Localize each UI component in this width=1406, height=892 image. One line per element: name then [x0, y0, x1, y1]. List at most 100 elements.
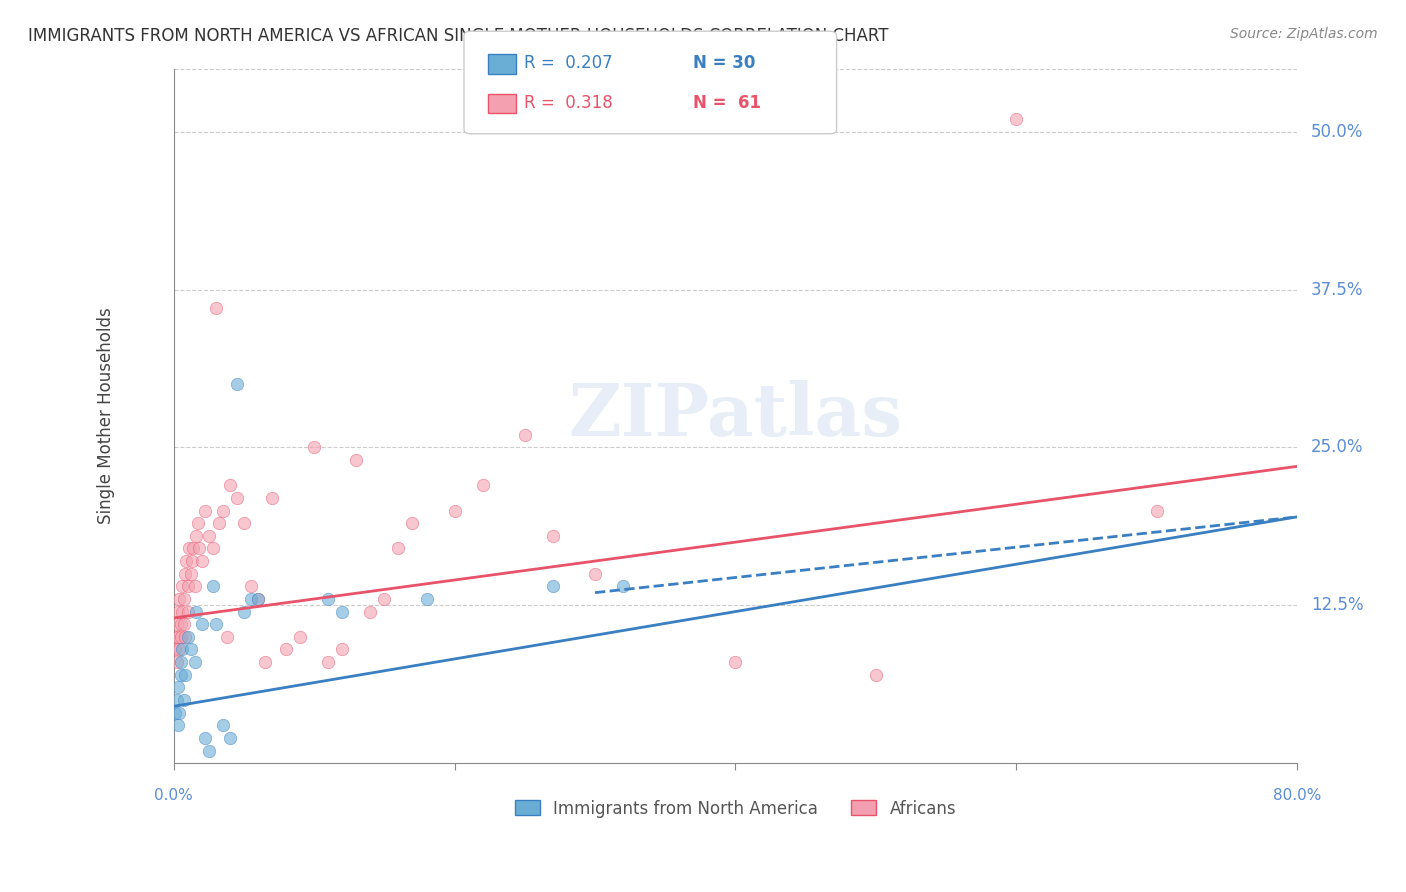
Point [865, 667, 887, 681]
Point [513, 427, 536, 442]
Point [176, 554, 198, 568]
Point [316, 655, 339, 669]
Point [541, 529, 564, 543]
Point [183, 541, 205, 556]
Point [166, 617, 188, 632]
Point [167, 630, 190, 644]
Point [166, 655, 188, 669]
Point [1146, 503, 1168, 517]
Point [177, 605, 200, 619]
Point [205, 301, 228, 316]
Text: N = 30: N = 30 [693, 54, 755, 72]
Point [415, 591, 437, 606]
Point [172, 579, 194, 593]
Text: 0.0%: 0.0% [155, 789, 193, 803]
Point [212, 503, 235, 517]
Point [240, 579, 263, 593]
Point [198, 529, 221, 543]
Point [172, 605, 194, 619]
Point [233, 605, 256, 619]
Point [173, 591, 195, 606]
Point [173, 617, 195, 632]
Point [174, 566, 197, 581]
Point [443, 503, 465, 517]
Point [359, 605, 381, 619]
Point [181, 554, 204, 568]
Point [233, 516, 256, 531]
Point [179, 541, 201, 556]
Point [194, 731, 217, 745]
Point [166, 693, 188, 707]
Point [246, 591, 269, 606]
Point [373, 591, 395, 606]
Point [288, 630, 311, 644]
Point [240, 591, 263, 606]
Point [198, 743, 221, 757]
Point [180, 566, 202, 581]
Text: 80.0%: 80.0% [1272, 789, 1322, 803]
Text: N =  61: N = 61 [693, 94, 761, 112]
Point [226, 377, 249, 392]
Point [167, 605, 190, 619]
Point [205, 617, 228, 632]
Text: 37.5%: 37.5% [1310, 280, 1364, 299]
Text: Single Mother Households: Single Mother Households [97, 308, 115, 524]
Text: Source: ZipAtlas.com: Source: ZipAtlas.com [1230, 27, 1378, 41]
Point [253, 655, 276, 669]
Point [219, 478, 242, 492]
Point [246, 591, 269, 606]
Point [169, 642, 191, 657]
Point [194, 503, 217, 517]
Point [471, 478, 494, 492]
Point [260, 491, 283, 505]
Point [184, 655, 207, 669]
Point [226, 491, 249, 505]
Point [330, 605, 353, 619]
Point [170, 667, 193, 681]
Point [180, 642, 202, 657]
Point [330, 642, 353, 657]
Point [219, 731, 242, 745]
Point [344, 453, 367, 467]
Text: ZIPatlas: ZIPatlas [568, 380, 903, 451]
Point [724, 655, 747, 669]
Text: 50.0%: 50.0% [1310, 123, 1362, 141]
Point [177, 579, 200, 593]
Point [169, 706, 191, 720]
Point [387, 541, 409, 556]
Point [202, 541, 225, 556]
Point [184, 579, 207, 593]
Point [165, 630, 187, 644]
Point [191, 617, 214, 632]
Point [186, 529, 208, 543]
Point [401, 516, 423, 531]
Point [1005, 112, 1028, 126]
Point [612, 579, 634, 593]
Point [217, 630, 239, 644]
Point [173, 693, 195, 707]
Point [167, 681, 190, 695]
Text: 12.5%: 12.5% [1310, 596, 1364, 615]
Point [191, 554, 214, 568]
Text: R =  0.318: R = 0.318 [524, 94, 613, 112]
Point [169, 591, 191, 606]
Point [208, 516, 231, 531]
Point [167, 718, 190, 732]
Point [188, 541, 211, 556]
Point [170, 617, 193, 632]
Text: 25.0%: 25.0% [1310, 438, 1364, 457]
Point [302, 441, 325, 455]
Point [583, 566, 606, 581]
Point [165, 706, 187, 720]
Point [170, 630, 193, 644]
Legend: Immigrants from North America, Africans: Immigrants from North America, Africans [508, 793, 963, 824]
Point [172, 642, 194, 657]
Point [316, 591, 339, 606]
Point [170, 655, 193, 669]
Point [177, 630, 200, 644]
Point [187, 516, 209, 531]
Point [186, 605, 208, 619]
Point [274, 642, 297, 657]
Point [165, 642, 187, 657]
Point [202, 579, 225, 593]
